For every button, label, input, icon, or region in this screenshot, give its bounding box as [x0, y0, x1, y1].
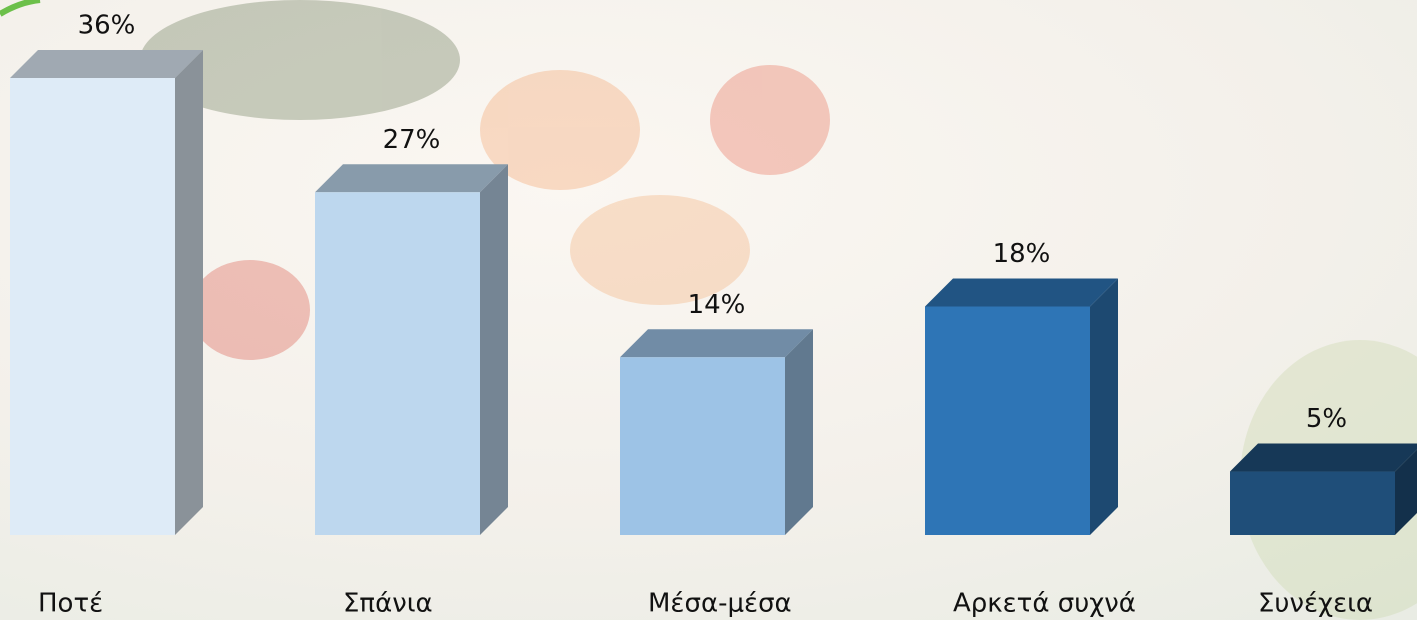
- background-decoration: [140, 0, 1417, 620]
- bar-side: [480, 164, 508, 535]
- bar-top: [1230, 443, 1417, 472]
- bar-top: [10, 50, 203, 78]
- x-tick-label: Συνέχεια: [1258, 589, 1373, 619]
- data-label: 5%: [1306, 404, 1347, 434]
- x-tick-label: Ποτέ: [38, 589, 103, 619]
- bar-top: [315, 164, 508, 193]
- bar-side: [1395, 449, 1417, 535]
- bar-side: [1090, 278, 1118, 535]
- bar-top: [620, 329, 813, 358]
- bar: [10, 78, 175, 535]
- bar: [620, 357, 785, 535]
- decoration-arc: [0, 0, 41, 17]
- bar: [1230, 471, 1395, 535]
- bar: [925, 306, 1090, 535]
- data-label: 27%: [383, 125, 441, 155]
- bar-top: [925, 278, 1118, 307]
- x-tick-label: Σπάνια: [343, 589, 433, 619]
- data-label: 18%: [993, 239, 1051, 269]
- data-label: 14%: [688, 290, 746, 320]
- x-tick-label: Αρκετά συχνά: [953, 589, 1136, 619]
- data-label: 36%: [78, 11, 136, 41]
- bar: [315, 192, 480, 535]
- bar-side: [785, 329, 813, 535]
- bar-side: [175, 50, 203, 535]
- x-tick-label: Μέσα-μέσα: [648, 589, 792, 619]
